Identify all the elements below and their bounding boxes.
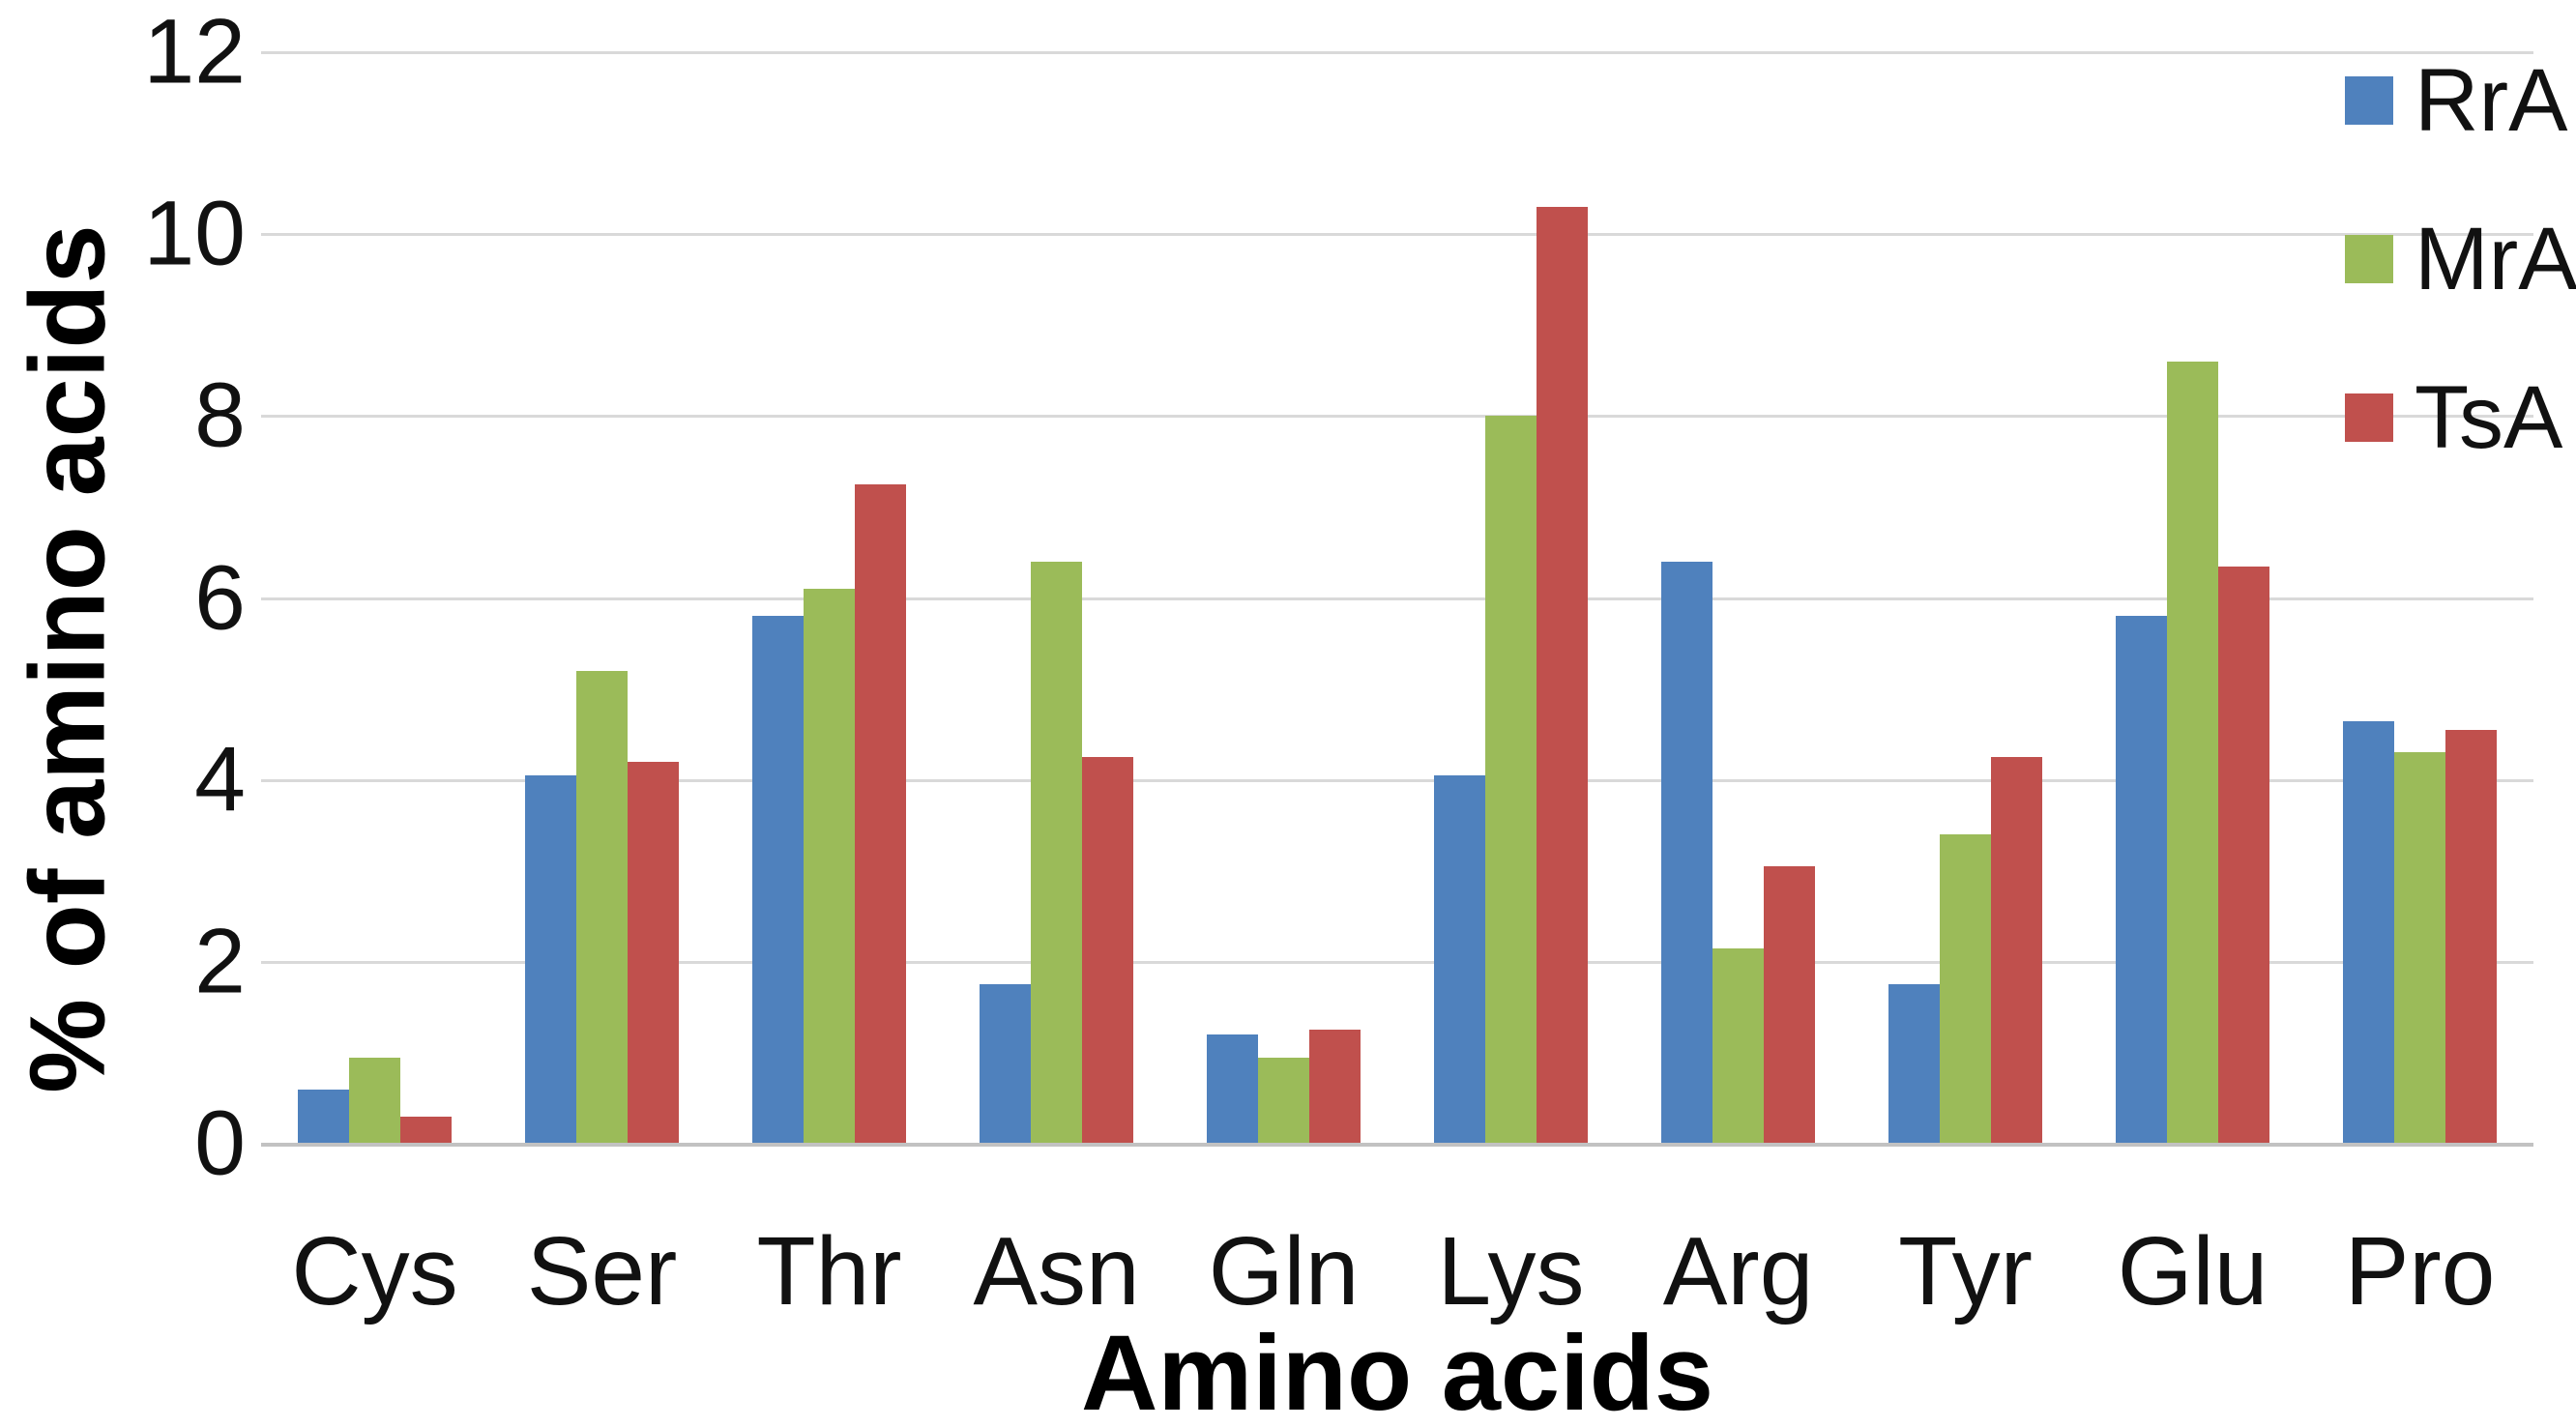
bar-group-Asn <box>943 561 1170 1144</box>
bar-TsA-Glu <box>2218 566 2269 1144</box>
x-tick-label-Pro: Pro <box>2344 1217 2496 1325</box>
bar-MrA-Lys <box>1485 416 1537 1144</box>
x-tick-label-Ser: Ser <box>526 1217 678 1325</box>
x-tick-label-Arg: Arg <box>1662 1217 1814 1325</box>
gridline-y4 <box>261 778 2533 782</box>
gridline-y8 <box>261 415 2533 419</box>
bar-group-Thr <box>716 483 943 1144</box>
x-axis-title: Amino acids <box>1080 1314 1714 1427</box>
y-tick-label-12: 12 <box>143 0 246 103</box>
bar-RrA-Gln <box>1207 1034 1258 1144</box>
bar-RrA-Glu <box>2116 616 2167 1144</box>
bar-RrA-Lys <box>1434 774 1485 1144</box>
x-tick-label-Asn: Asn <box>973 1217 1140 1325</box>
bar-MrA-Ser <box>576 670 628 1144</box>
bar-RrA-Ser <box>525 774 576 1144</box>
x-tick-label-Thr: Thr <box>756 1217 902 1325</box>
bar-MrA-Asn <box>1031 561 1082 1144</box>
legend-label-MrA: MrA <box>2415 210 2576 308</box>
y-tick-label-0: 0 <box>194 1092 246 1195</box>
bar-TsA-Thr <box>855 483 906 1144</box>
bar-group-Tyr <box>1852 757 2079 1144</box>
gridline-y6 <box>261 597 2533 600</box>
legend-item-MrA: MrA <box>2345 215 2576 304</box>
bar-MrA-Pro <box>2394 752 2445 1144</box>
bar-MrA-Gln <box>1258 1057 1309 1144</box>
bar-RrA-Cys <box>298 1089 349 1144</box>
y-tick-label-2: 2 <box>194 910 246 1013</box>
legend-item-TsA: TsA <box>2345 373 2576 462</box>
bar-MrA-Glu <box>2167 361 2218 1144</box>
y-tick-label-8: 8 <box>194 364 246 467</box>
bar-MrA-Thr <box>804 589 855 1144</box>
legend-label-RrA: RrA <box>2415 51 2568 150</box>
bar-group-Cys <box>261 1057 488 1144</box>
legend-swatch-RrA <box>2345 76 2393 125</box>
bar-RrA-Tyr <box>1888 984 1940 1144</box>
bar-TsA-Tyr <box>1991 757 2042 1144</box>
bar-MrA-Tyr <box>1940 834 1991 1144</box>
bar-TsA-Ser <box>628 761 679 1144</box>
bar-TsA-Pro <box>2445 729 2497 1144</box>
y-tick-label-4: 4 <box>194 728 246 831</box>
gridline-y2 <box>261 960 2533 964</box>
bar-TsA-Arg <box>1764 866 1815 1144</box>
x-tick-label-Glu: Glu <box>2117 1217 2269 1325</box>
x-axis-line <box>261 1143 2533 1147</box>
x-tick-label-Cys: Cys <box>291 1217 458 1325</box>
bar-TsA-Asn <box>1082 757 1133 1144</box>
legend-item-RrA: RrA <box>2345 56 2576 145</box>
gridline-y10 <box>261 233 2533 237</box>
bar-RrA-Asn <box>980 984 1031 1144</box>
bar-RrA-Pro <box>2343 720 2394 1144</box>
legend: RrA MrA TsA <box>2345 56 2576 462</box>
bar-TsA-Lys <box>1537 206 1588 1144</box>
bar-group-Gln <box>1170 1030 1397 1144</box>
bar-group-Arg <box>1625 561 1852 1144</box>
bar-MrA-Arg <box>1712 947 1764 1144</box>
bar-group-Glu <box>2079 361 2306 1144</box>
bar-RrA-Thr <box>752 616 804 1144</box>
x-tick-label-Tyr: Tyr <box>1898 1217 2033 1325</box>
legend-label-TsA: TsA <box>2415 368 2563 467</box>
bar-TsA-Gln <box>1309 1030 1361 1144</box>
bar-group-Lys <box>1397 206 1625 1144</box>
legend-swatch-MrA <box>2345 235 2393 283</box>
plot-area <box>261 51 2533 1147</box>
y-tick-label-6: 6 <box>194 546 246 649</box>
bar-MrA-Cys <box>349 1057 400 1144</box>
x-tick-label-Lys: Lys <box>1437 1217 1585 1325</box>
legend-swatch-TsA <box>2345 393 2393 442</box>
bar-RrA-Arg <box>1661 561 1712 1144</box>
y-tick-label-10: 10 <box>143 182 246 285</box>
bar-group-Ser <box>488 670 716 1144</box>
gridline-y12 <box>261 51 2533 54</box>
bar-group-Pro <box>2306 720 2533 1144</box>
bar-TsA-Cys <box>400 1116 452 1144</box>
x-tick-label-Gln: Gln <box>1208 1217 1360 1325</box>
